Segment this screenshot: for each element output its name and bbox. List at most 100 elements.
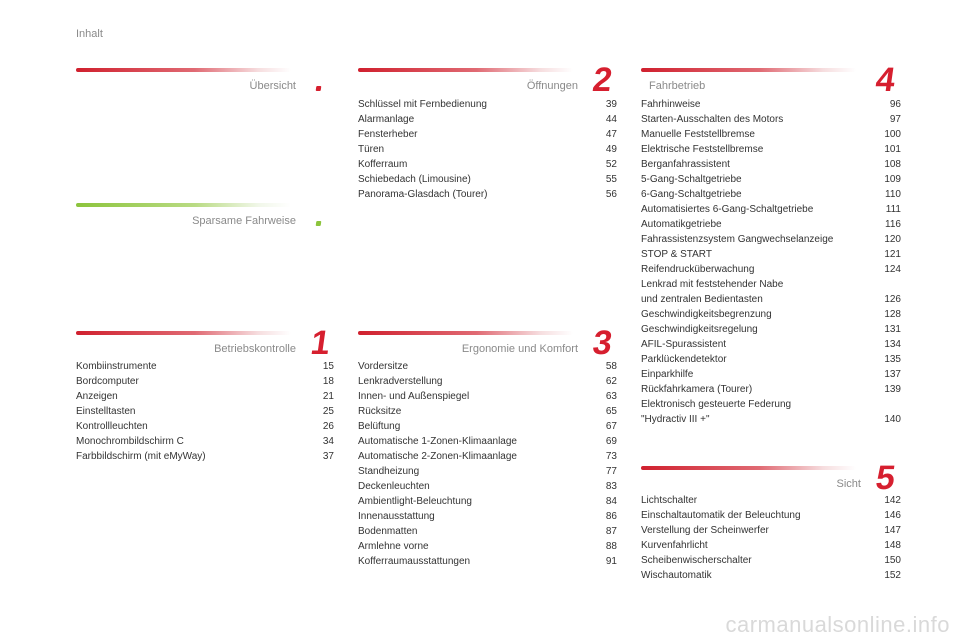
- toc-entry[interactable]: Bodenmatten 87: [358, 524, 617, 539]
- toc-entry-title: Fahrassistenzsystem Gangwechselanzeige: [641, 234, 834, 245]
- toc-entry-page: 47: [605, 129, 617, 140]
- toc-entry[interactable]: Lichtschalter 142: [641, 493, 901, 508]
- toc-entry[interactable]: Elektrische Feststellbremse 101: [641, 142, 901, 157]
- toc-entry-page: 84: [605, 496, 617, 507]
- toc-entry[interactable]: Ambientlight-Beleuchtung 84: [358, 494, 617, 509]
- toc-entry[interactable]: Scheibenwischerschalter 150: [641, 553, 901, 568]
- toc-entry-title: AFIL-Spurassistent: [641, 339, 727, 350]
- toc-entry[interactable]: Fahrhinweise 96: [641, 97, 901, 112]
- toc-entry[interactable]: Verstellung der Scheinwerfer 147: [641, 523, 901, 538]
- section-title-sicht[interactable]: Sicht: [836, 478, 861, 490]
- toc-entry[interactable]: Berganfahrassistent 108: [641, 157, 901, 172]
- section-bar: [76, 331, 291, 335]
- toc-entry[interactable]: Alarmanlage 44: [358, 112, 617, 127]
- toc-entry-title: Kofferraum: [358, 159, 408, 170]
- toc-entry[interactable]: Fensterheber 47: [358, 127, 617, 142]
- toc-entry[interactable]: Deckenleuchten 83: [358, 479, 617, 494]
- toc-entry[interactable]: Innenausstattung 86: [358, 509, 617, 524]
- toc-entry[interactable]: Innen- und Außenspiegel 63: [358, 389, 617, 404]
- toc-entry-title: Bordcomputer: [76, 376, 139, 387]
- toc-entry[interactable]: Automatische 1-Zonen-Klimaanlage 69: [358, 434, 617, 449]
- toc-entry-title: Reifendrucküberwachung: [641, 264, 755, 275]
- toc-entry[interactable]: Fahrassistenzsystem Gangwechselanzeige 12…: [641, 232, 901, 247]
- toc-entry-title: Automatische 1-Zonen-Klimaanlage: [358, 436, 517, 447]
- toc-entry[interactable]: Kofferraumausstattungen 91: [358, 554, 617, 569]
- toc-entry[interactable]: Automatisiertes 6-Gang-Schaltgetriebe 111: [641, 202, 901, 217]
- toc-entry[interactable]: Lenkradverstellung 62: [358, 374, 617, 389]
- toc-entry-page: 134: [884, 339, 901, 350]
- toc-entry-page: 116: [885, 219, 901, 230]
- toc-entry-title: 5-Gang-Schaltgetriebe: [641, 174, 742, 185]
- toc-entry[interactable]: Farbbildschirm (mit eMyWay) 37: [76, 449, 334, 464]
- toc-entry[interactable]: Einschaltautomatik der Beleuchtung 146: [641, 508, 901, 523]
- toc-entry-page: 108: [884, 159, 901, 170]
- toc-entry[interactable]: Anzeigen 21: [76, 389, 334, 404]
- toc-entry[interactable]: Einparkhilfe 137: [641, 367, 901, 382]
- section-fahrbetrieb: Fahrbetrieb: [641, 68, 861, 98]
- toc-entry-title: Automatische 2-Zonen-Klimaanlage: [358, 451, 517, 462]
- toc-entry-page: 97: [889, 114, 901, 125]
- toc-entry[interactable]: 6-Gang-Schaltgetriebe 110: [641, 187, 901, 202]
- toc-entry-title: Farbbildschirm (mit eMyWay): [76, 451, 206, 462]
- toc-entry[interactable]: Automatikgetriebe 116: [641, 217, 901, 232]
- toc-entry[interactable]: Geschwindigkeitsbegrenzung 128: [641, 307, 901, 322]
- section-title-oeffnungen[interactable]: Öffnungen: [526, 80, 578, 92]
- toc-entry[interactable]: Standheizung 77: [358, 464, 617, 479]
- toc-entry-title: Elektrische Feststellbremse: [641, 144, 764, 155]
- toc-entry[interactable]: STOP & START 121: [641, 247, 901, 262]
- toc-entry[interactable]: Schlüssel mit Fernbedienung 39: [358, 97, 617, 112]
- toc-entry-page: 120: [884, 234, 901, 245]
- section-title-fahrbetrieb[interactable]: Fahrbetrieb: [649, 80, 706, 92]
- section-title-ergonomie[interactable]: Ergonomie und Komfort: [461, 343, 578, 355]
- page-label: Inhalt: [76, 28, 103, 40]
- toc-entry-title: Kombiinstrumente: [76, 361, 157, 372]
- toc-entry[interactable]: Reifendrucküberwachung 124: [641, 262, 901, 277]
- toc-entry-page: 100: [884, 129, 901, 140]
- toc-entry-page: 109: [884, 174, 901, 185]
- toc-entry[interactable]: Rücksitze 65: [358, 404, 617, 419]
- toc-entry[interactable]: Türen 49: [358, 142, 617, 157]
- toc-entry-page: 137: [884, 369, 901, 380]
- toc-entry[interactable]: Panorama-Glasdach (Tourer) 56: [358, 187, 617, 202]
- section-ergonomie: Ergonomie und Komfort: [358, 331, 578, 361]
- toc-entry[interactable]: 5-Gang-Schaltgetriebe 109: [641, 172, 901, 187]
- section-number-badge: 1: [308, 324, 333, 362]
- section-betrieb: Betriebskontrolle: [76, 331, 296, 361]
- toc-entry[interactable]: Geschwindigkeitsregelung 131: [641, 322, 901, 337]
- toc-entry[interactable]: Wischautomatik 152: [641, 568, 901, 583]
- toc-entry[interactable]: Automatische 2-Zonen-Klimaanlage 73: [358, 449, 617, 464]
- toc-entry[interactable]: Kombiinstrumente 15: [76, 359, 334, 374]
- toc-entry-title: Kontrollleuchten: [76, 421, 148, 432]
- toc-entry-title: Fensterheber: [358, 129, 418, 140]
- toc-entry[interactable]: Schiebedach (Limousine) 55: [358, 172, 617, 187]
- section-number-badge: 3: [590, 324, 615, 362]
- toc-entry[interactable]: Kontrollleuchten 26: [76, 419, 334, 434]
- toc-entry[interactable]: Belüftung 67: [358, 419, 617, 434]
- section-title-betrieb[interactable]: Betriebskontrolle: [214, 343, 296, 355]
- toc-entry[interactable]: AFIL-Spurassistent 134: [641, 337, 901, 352]
- toc-entry-title: Verstellung der Scheinwerfer: [641, 525, 769, 536]
- section-title-sparsame[interactable]: Sparsame Fahrweise: [192, 215, 296, 227]
- toc-entry-page: 83: [605, 481, 617, 492]
- toc-entry[interactable]: Kofferraum 52: [358, 157, 617, 172]
- toc-entry[interactable]: Einstelltasten 25: [76, 404, 334, 419]
- toc-entry[interactable]: Armlehne vorne 88: [358, 539, 617, 554]
- section-sparsame: Sparsame Fahrweise: [76, 203, 296, 233]
- toc-entry[interactable]: Lenkrad mit feststehender Nabe und zentr…: [641, 277, 901, 307]
- toc-entry-title: Vordersitze: [358, 361, 409, 372]
- toc-entry[interactable]: Vordersitze 58: [358, 359, 617, 374]
- toc-entry-page: 110: [885, 189, 901, 200]
- toc-entry[interactable]: Rückfahrkamera (Tourer) 139: [641, 382, 901, 397]
- toc-entry[interactable]: Kurvenfahrlicht 148: [641, 538, 901, 553]
- toc-entry[interactable]: Bordcomputer 18: [76, 374, 334, 389]
- toc-entry-title: Armlehne vorne: [358, 541, 429, 552]
- toc-entry-title: Wischautomatik: [641, 570, 712, 581]
- section-bar: [641, 68, 856, 72]
- toc-entry[interactable]: Starten-Ausschalten des Motors 97: [641, 112, 901, 127]
- toc-entry[interactable]: Monochrombildschirm C 34: [76, 434, 334, 449]
- toc-entry[interactable]: Manuelle Feststellbremse 100: [641, 127, 901, 142]
- section-title-uebersicht[interactable]: Übersicht: [249, 80, 296, 92]
- toc-entry[interactable]: Parklückendetektor 135: [641, 352, 901, 367]
- section-bar: [358, 68, 573, 72]
- toc-entry[interactable]: Elektronisch gesteuerte Federung "Hydrac…: [641, 397, 901, 427]
